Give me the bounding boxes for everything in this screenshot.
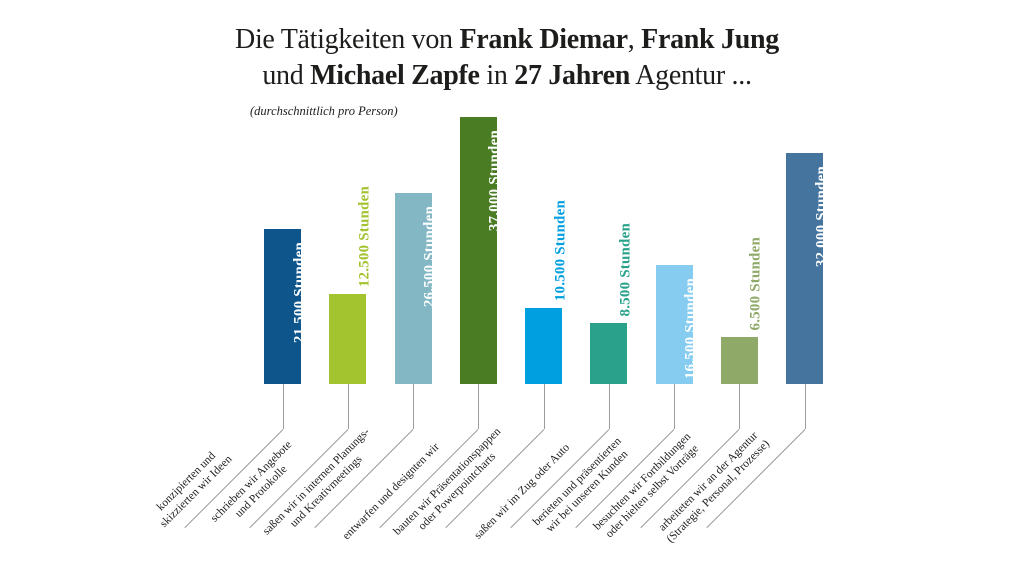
connector-vertical-line (739, 384, 741, 429)
title-text-segment: in (479, 59, 515, 91)
bar-group: 6.500 Stunden besuchten wir Fortbildungen… (592, 237, 764, 541)
bar-value-label: 21.500 Stunden (291, 242, 307, 344)
bar-group: 16.500 Stunden berieten und präsentierten… (531, 265, 699, 535)
bar (329, 294, 367, 384)
title-highlight-segment: Frank Diemar (459, 24, 628, 55)
bar-value-label: 37.000 Stunden (486, 130, 503, 232)
title-highlight-segment: Michael Zapfe (310, 59, 480, 91)
connector-vertical-line (608, 384, 610, 429)
connector-vertical-line (804, 384, 806, 429)
connector-vertical-line (674, 384, 675, 429)
bar-value-label: 10.500 Stunden (552, 199, 568, 301)
bar-value-label: 6.500 Stunden (747, 236, 764, 330)
bar-group: 12.500 Stunden schrieben wir Angebote und … (208, 186, 372, 529)
bar-value-label: 26.500 Stunden (421, 206, 438, 308)
connector-vertical-line (413, 384, 414, 429)
bar-group: 8.500 Stunden saßen wir im Zug oder Auto (472, 223, 633, 542)
connector-vertical-line (543, 384, 545, 429)
title-text-segment: , (627, 24, 642, 55)
title-highlight-segment: 27 Jahren (514, 59, 631, 91)
title-text-segment: Die Tätigkeiten von (235, 24, 460, 55)
bar (590, 323, 628, 384)
chart-title: Die Tätigkeiten von Frank Diemar, Frank … (0, 22, 1014, 94)
bar-group: 37.000 Stunden entwarfen und designten wi… (341, 117, 503, 542)
bar (655, 265, 693, 384)
bar-group: 26.500 Stunden saßen wir in internen Plan… (261, 193, 438, 538)
chart-subtitle: (durchschnittlich pro Person) (250, 104, 398, 118)
bar (264, 229, 301, 384)
bar (459, 117, 497, 384)
connector-vertical-line (282, 384, 284, 429)
bar-value-label: 16.500 Stunden (682, 278, 699, 380)
title-text-segment: und (262, 59, 311, 91)
title-text-segment: Agentur ... (630, 59, 752, 91)
connector-vertical-line (478, 384, 480, 429)
bar-group: 10.500 Stunden bauten wir Präsentationspa… (391, 200, 568, 538)
bar-group: 32.000 Stunden arbeiteten wir an der Agen… (656, 153, 829, 545)
chart-title-line1: Die Tätigkeiten von Frank Diemar, Frank … (0, 22, 1014, 58)
bar (525, 308, 562, 384)
bar-group: 21.500 Stunden konzipierten und skizzierte… (154, 229, 307, 530)
bar-value-label: 12.500 Stunden (356, 185, 373, 287)
bar (394, 193, 432, 384)
chart-title-line2: und Michael Zapfe in 27 Jahren Agentur .… (0, 58, 1014, 94)
bar-value-label: 32.000 Stunden (813, 166, 829, 268)
connector-vertical-line (347, 384, 349, 429)
bar (786, 153, 823, 384)
title-highlight-segment: Frank Jung (641, 24, 779, 55)
bar (720, 337, 758, 384)
bar-value-label: 8.500 Stunden (617, 222, 634, 316)
